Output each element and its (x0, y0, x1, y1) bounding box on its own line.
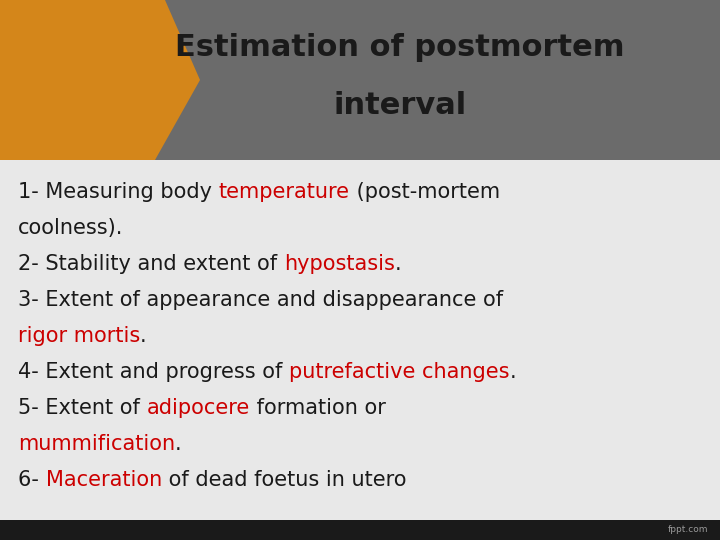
Text: .: . (510, 362, 516, 382)
Text: formation or: formation or (250, 398, 386, 418)
Text: of dead foetus in utero: of dead foetus in utero (162, 470, 406, 490)
Text: fppt.com: fppt.com (667, 525, 708, 535)
Text: adipocere: adipocere (146, 398, 250, 418)
Text: 1- Measuring body: 1- Measuring body (18, 182, 219, 202)
Text: mummification: mummification (18, 434, 175, 454)
Bar (0, 0, 720, 160)
Text: interval: interval (333, 91, 467, 119)
Text: .: . (140, 326, 147, 346)
Text: 5- Extent of: 5- Extent of (18, 398, 146, 418)
Text: 6-: 6- (18, 470, 45, 490)
Text: 2- Stability and extent of: 2- Stability and extent of (18, 254, 284, 274)
Text: Estimation of postmortem: Estimation of postmortem (175, 33, 625, 63)
Text: 3- Extent of appearance and disappearance of: 3- Extent of appearance and disappearanc… (18, 290, 503, 310)
Text: coolness).: coolness). (18, 218, 123, 238)
Text: (post-mortem: (post-mortem (350, 182, 500, 202)
Text: .: . (175, 434, 181, 454)
Polygon shape (0, 0, 200, 160)
Text: hypostasis: hypostasis (284, 254, 395, 274)
Text: temperature: temperature (219, 182, 350, 202)
Text: rigor mortis: rigor mortis (18, 326, 140, 346)
Text: .: . (395, 254, 401, 274)
Text: 4- Extent and progress of: 4- Extent and progress of (18, 362, 289, 382)
Text: putrefactive changes: putrefactive changes (289, 362, 510, 382)
Text: Maceration: Maceration (45, 470, 162, 490)
Bar (0, 520, 720, 540)
